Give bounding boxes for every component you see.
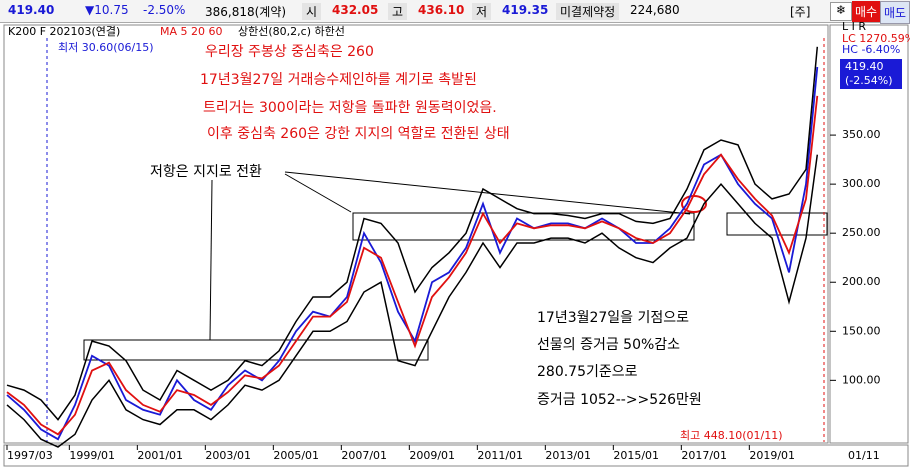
series-line xyxy=(6,66,819,441)
x-end-label: 01/11 xyxy=(848,449,880,462)
settings-button[interactable]: ❄ xyxy=(830,2,852,21)
pointer-line xyxy=(284,173,352,213)
buy-button[interactable]: 매수 xyxy=(852,1,881,22)
low-label: 저 xyxy=(472,3,492,20)
y-axis-panel xyxy=(829,24,909,444)
high-label: 고 xyxy=(388,3,408,20)
volume: 386,818(계약) xyxy=(205,5,287,19)
series-line xyxy=(6,95,819,436)
chart: K200 F 202103(연결) MA 5 20 60 상한선(80,2,c)… xyxy=(3,22,910,467)
last-price: 419.40 xyxy=(845,60,884,73)
axis-code: L I R xyxy=(842,22,866,33)
annotation: 트리거는 300이라는 저항을 돌파한 원동력이었음. xyxy=(203,100,497,116)
y-tick-label: 250.00 xyxy=(842,226,881,239)
x-tick-label: 2005/01 xyxy=(273,449,319,462)
price: 419.40 xyxy=(8,3,55,17)
y-tick-label: 150.00 xyxy=(842,324,881,337)
pointer-line xyxy=(209,179,213,341)
unit-button[interactable]: [주] xyxy=(790,5,811,19)
x-tick-label: 2015/01 xyxy=(613,449,659,462)
low: 419.35 xyxy=(502,3,549,17)
hc-label: HC -6.40% xyxy=(842,43,900,56)
x-axis-panel xyxy=(3,444,909,467)
annotation: 17년3월27일 거래승수제인하를 계기로 촉발된 xyxy=(200,72,477,88)
annotation: 우리장 주봉상 중심축은 260 xyxy=(205,44,374,60)
sell-button[interactable]: 매도 xyxy=(880,1,910,24)
x-tick-label: 2017/01 xyxy=(681,449,727,462)
oi: 224,680 xyxy=(630,3,680,17)
y-tick-label: 100.00 xyxy=(842,373,881,386)
oi-label: 미결제약정 xyxy=(556,3,620,20)
toolbar: 419.40 ▼10.75 -2.50% 386,818(계약) 시 432.0… xyxy=(0,0,910,24)
zone-box xyxy=(83,339,429,361)
high-note: 최고 448.10(01/11) xyxy=(680,429,783,442)
x-tick-label: 2013/01 xyxy=(545,449,591,462)
series-line xyxy=(6,46,819,421)
chart-title: K200 F 202103(연결) xyxy=(8,25,120,38)
x-tick-label: 2009/01 xyxy=(409,449,455,462)
x-tick-label: 2001/01 xyxy=(137,449,183,462)
last-change: (-2.54%) xyxy=(845,74,893,87)
y-tick-label: 200.00 xyxy=(842,275,881,288)
indicator: MA 5 20 60 xyxy=(160,25,223,38)
open: 432.05 xyxy=(332,3,379,17)
x-tick-label: 2003/01 xyxy=(205,449,251,462)
y-tick-label: 350.00 xyxy=(842,128,881,141)
pointer-line xyxy=(284,171,691,215)
open-label: 시 xyxy=(302,3,322,20)
annotation: 280.75기준으로 xyxy=(537,364,638,380)
low-note: 최저 30.60(06/15) xyxy=(58,41,154,54)
annotation: 증거금 1052-->>526만원 xyxy=(537,392,702,408)
zone-box xyxy=(352,212,695,241)
change-pct: -2.50% xyxy=(143,3,186,17)
x-tick-label: 2019/01 xyxy=(749,449,795,462)
x-tick-label: 1999/01 xyxy=(69,449,115,462)
x-tick-label: 2011/01 xyxy=(477,449,523,462)
last-price-box xyxy=(840,59,902,89)
x-tick-label: 1997/03 xyxy=(7,449,53,462)
annotation: 저항은 지지로 전환 xyxy=(150,164,262,180)
x-tick-label: 2007/01 xyxy=(341,449,387,462)
plot-frame xyxy=(3,24,829,444)
change: ▼10.75 xyxy=(85,3,129,17)
annotation: 이후 중심축 260은 강한 지지의 역할로 전환된 상태 xyxy=(207,126,510,142)
annotation: 선물의 증거금 50%감소 xyxy=(537,337,680,353)
annotation: 17년3월27일을 기점으로 xyxy=(537,310,689,326)
high: 436.10 xyxy=(418,3,465,17)
y-tick-label: 300.00 xyxy=(842,177,881,190)
indicator: 상한선(80,2,c) 하한선 xyxy=(238,24,345,38)
lc-label: LC 1270.59% xyxy=(842,32,910,45)
series-line xyxy=(6,154,819,448)
